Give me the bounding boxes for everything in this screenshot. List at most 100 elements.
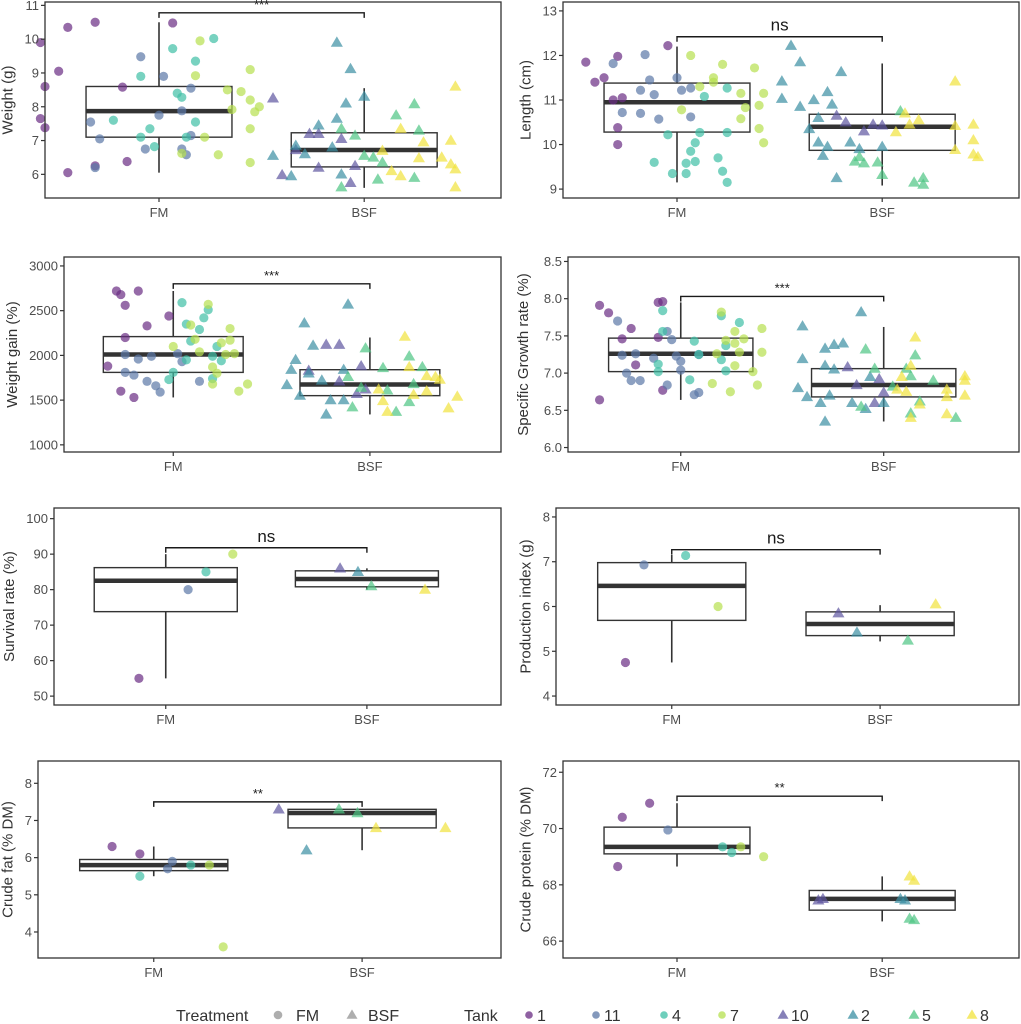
x-tick-label-bsf: BSF — [357, 459, 382, 474]
data-point-bsf-tank-2 — [794, 55, 807, 67]
data-point-fm-tank-7 — [676, 105, 687, 115]
x-tick-label-fm: FM — [156, 712, 175, 727]
data-point-fm-tank-1 — [590, 77, 600, 87]
data-point-fm-tank-7 — [168, 341, 178, 352]
data-point-bsf-tank-5 — [901, 634, 914, 645]
y-tick-label: 72 — [543, 765, 557, 780]
data-point-fm-tank-7 — [213, 150, 223, 160]
data-point-fm-tank-7 — [754, 100, 764, 110]
y-axis-title: Specific Growth rate (%) — [515, 273, 532, 436]
y-tick-label: 100 — [26, 511, 48, 526]
legend-treatment-bsf: BSF — [346, 1008, 399, 1024]
data-points — [103, 286, 464, 419]
data-point-bsf-tank-8 — [420, 385, 433, 396]
circle-icon — [525, 1011, 533, 1019]
data-point-fm-tank-11 — [617, 350, 627, 360]
data-point-fm-tank-7 — [225, 323, 235, 334]
data-point-bsf-tank-10 — [873, 372, 886, 384]
data-point-bsf-tank-2 — [816, 149, 829, 160]
data-point-fm-tank-7 — [721, 335, 731, 345]
panel-production-index: ns 4 5 6 7 8 FM BSF Production index (g) — [518, 507, 1020, 727]
data-point-bsf-tank-8 — [449, 80, 462, 91]
data-point-bsf-tank-2 — [320, 408, 333, 419]
data-point-bsf-tank-2 — [846, 396, 859, 408]
data-point-fm-tank-4 — [164, 374, 174, 385]
data-point-fm-tank-4 — [713, 153, 723, 163]
data-point-fm-tank-4 — [689, 336, 699, 346]
y-tick-label: 4 — [25, 924, 32, 939]
legend-tank-label: 7 — [730, 1008, 739, 1024]
data-point-bsf-tank-5 — [358, 149, 371, 160]
significance-label: *** — [775, 280, 790, 295]
circle-icon — [718, 1011, 726, 1019]
data-point-fm-tank-4 — [181, 355, 191, 365]
data-point-fm-tank-11 — [626, 375, 636, 386]
data-point-fm-tank-4 — [686, 146, 696, 156]
data-point-fm-tank-1 — [134, 673, 144, 683]
data-point-fm-tank-4 — [190, 117, 201, 127]
data-point-bsf-tank-2 — [326, 141, 339, 152]
data-point-fm-tank-11 — [635, 375, 645, 386]
data-point-bsf-tank-10 — [868, 396, 881, 408]
data-point-bsf-tank-2 — [784, 39, 798, 50]
x-tick-label-bsf: BSF — [349, 965, 374, 980]
y-tick-label: 68 — [543, 877, 557, 892]
legend-treatment-label: FM — [296, 1008, 319, 1024]
data-point-fm-tank-7 — [708, 77, 719, 87]
legend-tank-11: 11 — [592, 1008, 621, 1024]
plot-frame — [37, 760, 502, 959]
data-point-fm-tank-4 — [681, 168, 691, 179]
data-point-bsf-tank-2 — [285, 169, 298, 181]
x-tick-label-bsf: BSF — [354, 712, 379, 727]
data-point-fm-tank-4 — [207, 351, 218, 361]
data-point-fm-tank-4 — [190, 56, 201, 66]
data-point-fm-tank-11 — [133, 354, 143, 364]
data-point-fm-tank-11 — [140, 144, 150, 154]
panel-crude-protein: ** 66 68 70 72 FM BSF Crude protein (% DM) — [517, 760, 1020, 980]
data-point-fm-tank-7 — [725, 387, 735, 397]
data-point-bsf-tank-2 — [330, 36, 343, 47]
data-point-bsf-tank-5 — [390, 109, 403, 120]
data-point-bsf-tank-10 — [320, 338, 333, 349]
data-point-bsf-tank-2 — [855, 305, 868, 317]
data-point-fm-tank-1 — [620, 657, 631, 668]
data-point-bsf-tank-8 — [433, 373, 446, 384]
legend-tank-label: 2 — [861, 1008, 870, 1024]
significance-bracket — [172, 283, 371, 289]
data-point-fm-tank-11 — [676, 356, 686, 366]
legend-tank-2: 2 — [847, 1008, 870, 1024]
data-point-bsf-tank-10 — [839, 116, 852, 127]
data-point-fm-tank-4 — [181, 132, 191, 142]
data-point-bsf-tank-5 — [407, 377, 420, 389]
x-tick-label-fm: FM — [150, 205, 169, 220]
y-tick-label: 60 — [34, 653, 48, 668]
significance-bracket — [158, 12, 365, 18]
x-tick-label-bsf: BSF — [870, 965, 895, 980]
legend-tank-label: 10 — [791, 1008, 809, 1024]
legend-tank-label: 8 — [980, 1008, 989, 1024]
data-point-bsf-tank-8 — [403, 360, 416, 372]
data-point-bsf-tank-5 — [390, 405, 403, 416]
y-tick-label: 66 — [543, 934, 557, 949]
data-point-bsf-tank-8 — [900, 385, 913, 396]
data-point-bsf-tank-5 — [335, 181, 348, 192]
data-point-bsf-tank-2 — [307, 339, 320, 350]
plot-background — [563, 761, 1019, 958]
data-point-fm-tank-11 — [686, 112, 696, 122]
data-point-fm-tank-11 — [662, 380, 672, 390]
data-point-fm-tank-1 — [631, 360, 641, 370]
y-tick-label: 80 — [34, 582, 48, 597]
data-point-fm-tank-7 — [718, 59, 728, 69]
data-point-fm-tank-7 — [730, 338, 740, 348]
x-tick-label-fm: FM — [144, 965, 163, 980]
data-point-fm-tank-11 — [86, 117, 96, 127]
legend-tank-10: 10 — [777, 1008, 809, 1024]
triangle-icon — [777, 1009, 789, 1019]
data-point-fm-tank-7 — [190, 71, 201, 81]
data-point-fm-tank-11 — [667, 335, 677, 345]
data-point-bsf-tank-2 — [823, 389, 836, 400]
data-point-fm-tank-4 — [199, 313, 209, 323]
data-point-fm-tank-1 — [90, 17, 100, 27]
data-point-bsf-tank-10 — [850, 378, 863, 390]
data-point-bsf-tank-8 — [439, 821, 452, 833]
